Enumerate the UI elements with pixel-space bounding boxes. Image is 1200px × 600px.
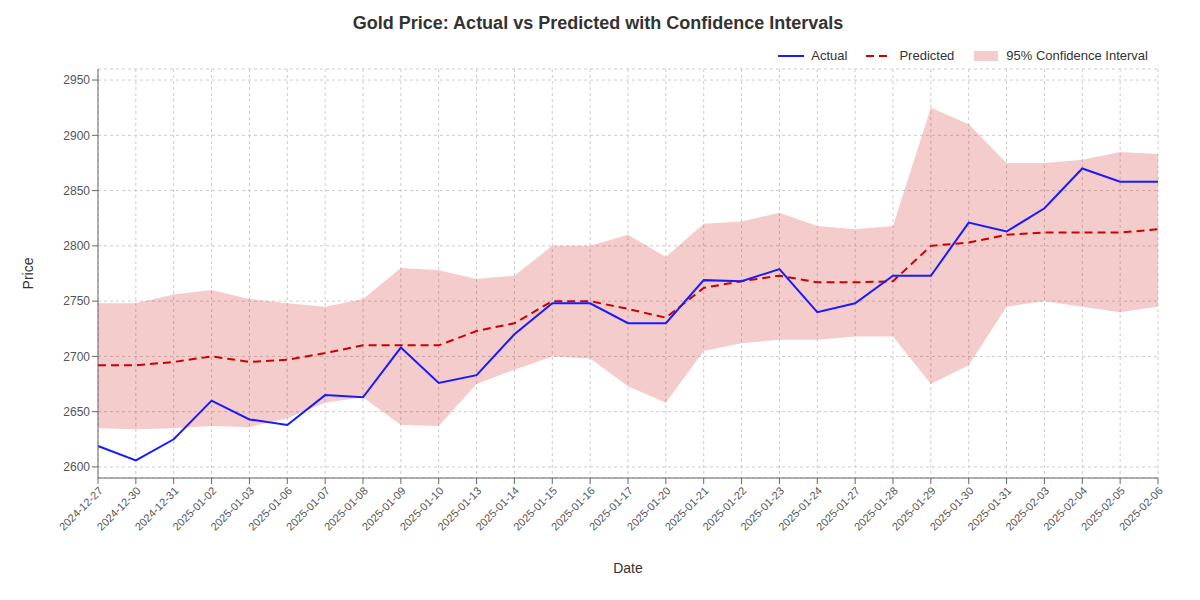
html-text:Actual: Actual bbox=[811, 48, 848, 63]
svg-text:2750: 2750 bbox=[63, 294, 90, 308]
svg-text:2025-01-23: 2025-01-23 bbox=[738, 484, 787, 533]
svg-text:2025-01-02: 2025-01-02 bbox=[170, 484, 219, 533]
svg-text:Date: Date bbox=[613, 560, 643, 576]
svg-text:2025-01-22: 2025-01-22 bbox=[700, 484, 749, 533]
svg-text:2025-02-06: 2025-02-06 bbox=[1117, 484, 1165, 532]
svg-text:2025-01-14: 2025-01-14 bbox=[473, 484, 522, 533]
svg-text:2025-01-29: 2025-01-29 bbox=[889, 484, 938, 533]
svg-text:2025-01-07: 2025-01-07 bbox=[283, 484, 333, 533]
svg-text:2025-01-20: 2025-01-20 bbox=[624, 484, 673, 533]
svg-text:2800: 2800 bbox=[63, 239, 90, 253]
svg-text:2024-12-27: 2024-12-27 bbox=[56, 484, 105, 533]
svg-text:2025-01-31: 2025-01-31 bbox=[965, 484, 1014, 533]
svg-text:2025-02-04: 2025-02-04 bbox=[1040, 484, 1090, 533]
svg-text:2850: 2850 bbox=[63, 184, 90, 198]
svg-text:2025-01-09: 2025-01-09 bbox=[359, 484, 408, 533]
html-text:Predicted: Predicted bbox=[899, 48, 955, 63]
svg-text:2025-01-10: 2025-01-10 bbox=[397, 484, 446, 533]
svg-text:2025-01-28: 2025-01-28 bbox=[851, 484, 900, 533]
svg-text:2025-01-27: 2025-01-27 bbox=[813, 484, 863, 533]
svg-text:2025-01-03: 2025-01-03 bbox=[208, 484, 257, 533]
html-text:Gold Price: Actual vs Predicte: Gold Price: Actual vs Predicted with Con… bbox=[352, 13, 844, 33]
svg-text:2950: 2950 bbox=[63, 73, 90, 87]
svg-text:2025-01-30: 2025-01-30 bbox=[927, 484, 976, 533]
svg-text:2900: 2900 bbox=[63, 129, 90, 143]
svg-text:2650: 2650 bbox=[63, 405, 90, 419]
svg-text:2025-01-06: 2025-01-06 bbox=[245, 484, 295, 533]
html-text:95% Confidence Interval: 95% Confidence Interval bbox=[1006, 48, 1148, 63]
svg-text:2600: 2600 bbox=[63, 460, 90, 474]
svg-text:2024-12-30: 2024-12-30 bbox=[94, 484, 143, 533]
svg-text:Price: Price bbox=[20, 257, 36, 289]
svg-text:2700: 2700 bbox=[63, 350, 90, 364]
svg-text:2025-01-16: 2025-01-16 bbox=[548, 484, 598, 533]
svg-text:2025-01-08: 2025-01-08 bbox=[321, 484, 370, 533]
svg-text:2025-02-05: 2025-02-05 bbox=[1078, 484, 1128, 533]
svg-text:2025-01-24: 2025-01-24 bbox=[775, 484, 825, 533]
svg-text:2025-01-15: 2025-01-15 bbox=[510, 484, 560, 533]
svg-text:2025-01-21: 2025-01-21 bbox=[662, 484, 711, 533]
svg-text:2025-01-13: 2025-01-13 bbox=[435, 484, 484, 533]
svg-text:2025-01-17: 2025-01-17 bbox=[586, 484, 635, 533]
svg-text:2024-12-31: 2024-12-31 bbox=[132, 484, 181, 533]
svg-text:2025-02-03: 2025-02-03 bbox=[1003, 484, 1052, 533]
